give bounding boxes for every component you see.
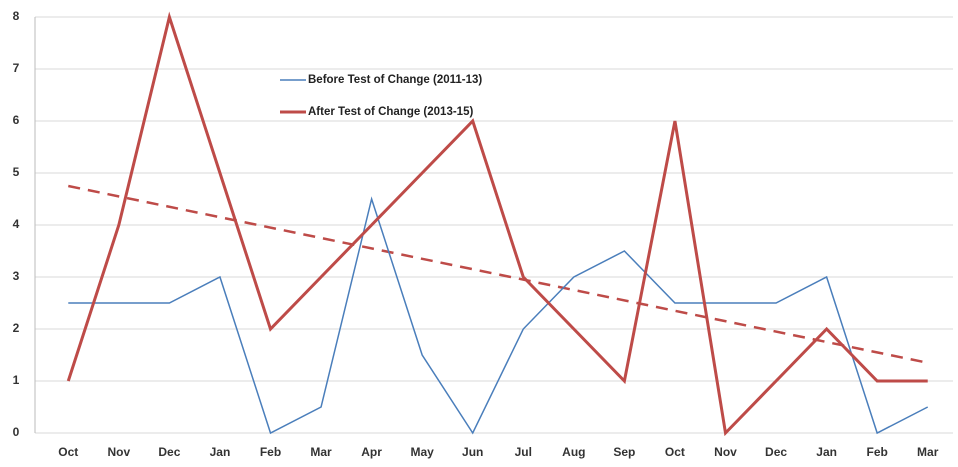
y-tick-label: 2	[13, 321, 20, 335]
x-tick-label: Dec	[158, 445, 180, 459]
x-tick-label: Jan	[816, 445, 837, 459]
y-tick-label: 0	[13, 425, 20, 439]
x-tick-label: Jun	[462, 445, 483, 459]
y-tick-label: 3	[13, 269, 20, 283]
trendline	[68, 184, 928, 365]
y-tick-label: 7	[13, 61, 20, 75]
y-tick-label: 5	[13, 165, 20, 179]
x-tick-label: Mar	[310, 445, 332, 459]
y-tick-label: 8	[13, 9, 20, 23]
y-tick-label: 1	[13, 373, 20, 387]
x-tick-label: Oct	[58, 445, 78, 459]
x-tick-label: Nov	[714, 445, 737, 459]
x-tick-label: Sep	[613, 445, 635, 459]
y-tick-label: 6	[13, 113, 20, 127]
x-tick-label: Jul	[515, 445, 532, 459]
x-tick-label: Nov	[107, 445, 130, 459]
x-tick-label: Feb	[260, 445, 281, 459]
series-line	[68, 196, 929, 435]
x-tick-label: Oct	[665, 445, 685, 459]
x-tick-label: Mar	[917, 445, 939, 459]
x-tick-label: Feb	[866, 445, 887, 459]
series-line	[66, 11, 928, 437]
x-tick-label: Jan	[210, 445, 231, 459]
y-tick-label: 4	[13, 217, 20, 231]
x-tick-label: May	[410, 445, 434, 459]
legend-label: Before Test of Change (2011-13)	[308, 74, 482, 86]
legend-label: After Test of Change (2013-15)	[308, 106, 473, 118]
x-tick-label: Dec	[765, 445, 787, 459]
x-tick-label: Aug	[562, 445, 585, 459]
x-tick-label: Apr	[361, 445, 382, 459]
